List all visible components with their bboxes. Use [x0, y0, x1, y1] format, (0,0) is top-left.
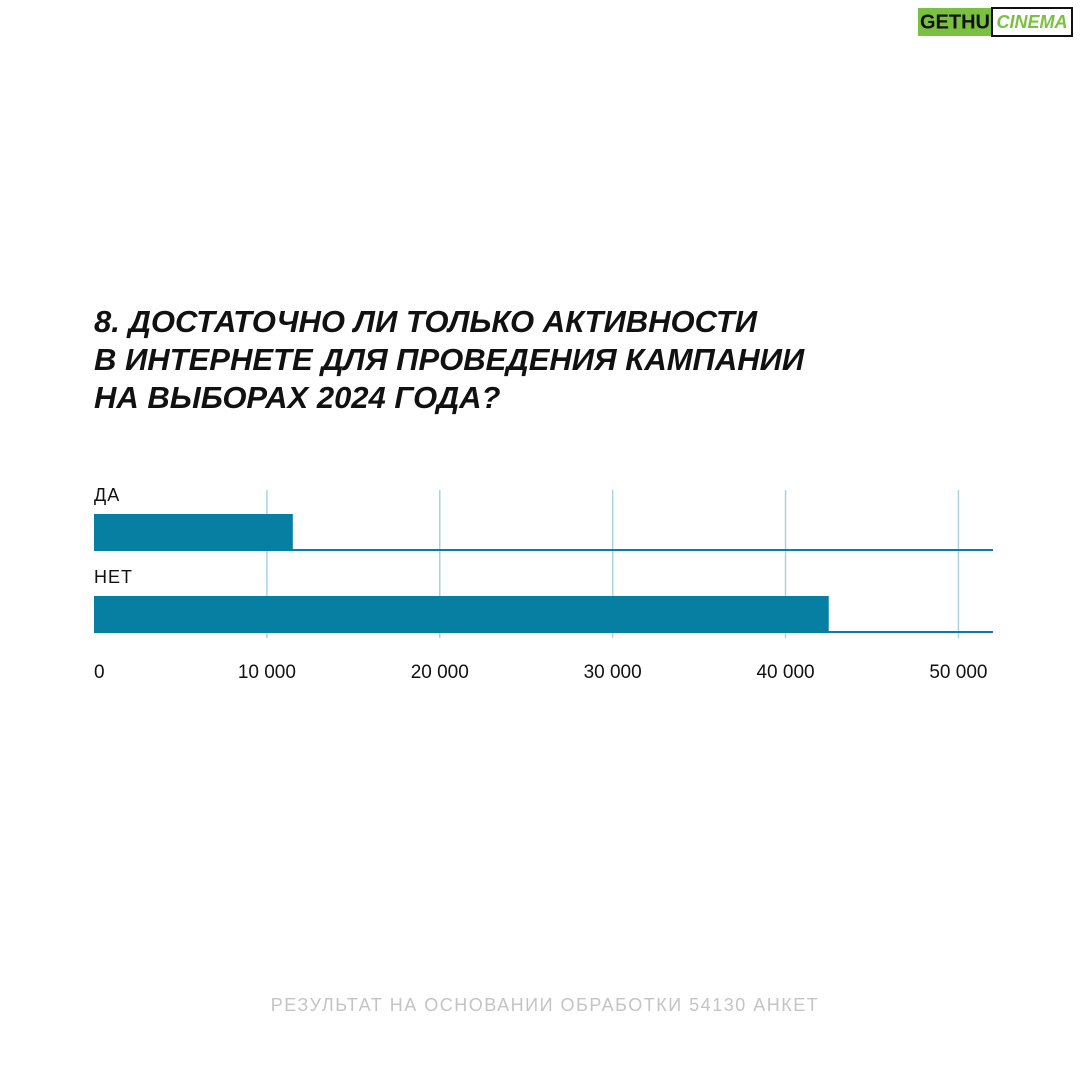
chart-title: НА ВЫБОРАХ 2024 ГОДА?: [94, 380, 501, 415]
x-tick-label: 50 000: [929, 662, 987, 683]
logo-left: GETHU: [920, 11, 990, 33]
bar: [94, 596, 829, 633]
category-label: НЕТ: [94, 567, 133, 587]
logo-right: CINEMA: [997, 12, 1068, 32]
x-tick-label: 40 000: [756, 662, 814, 683]
x-tick-label: 20 000: [411, 662, 469, 683]
bar: [94, 514, 293, 551]
x-tick-label: 30 000: [584, 662, 642, 683]
category-label: ДА: [94, 485, 120, 505]
x-tick-label: 0: [94, 662, 105, 683]
chart-title: В ИНТЕРНЕТЕ ДЛЯ ПРОВЕДЕНИЯ КАМПАНИИ: [94, 342, 805, 377]
x-tick-label: 10 000: [238, 662, 296, 683]
logo-frame: [991, 7, 1073, 37]
footnote: РЕЗУЛЬТАТ НА ОСНОВАНИИ ОБРАБОТКИ 54130 А…: [271, 995, 819, 1015]
logo-bg: [918, 8, 992, 36]
chart-title: 8. ДОСТАТОЧНО ЛИ ТОЛЬКО АКТИВНОСТИ: [94, 304, 758, 339]
